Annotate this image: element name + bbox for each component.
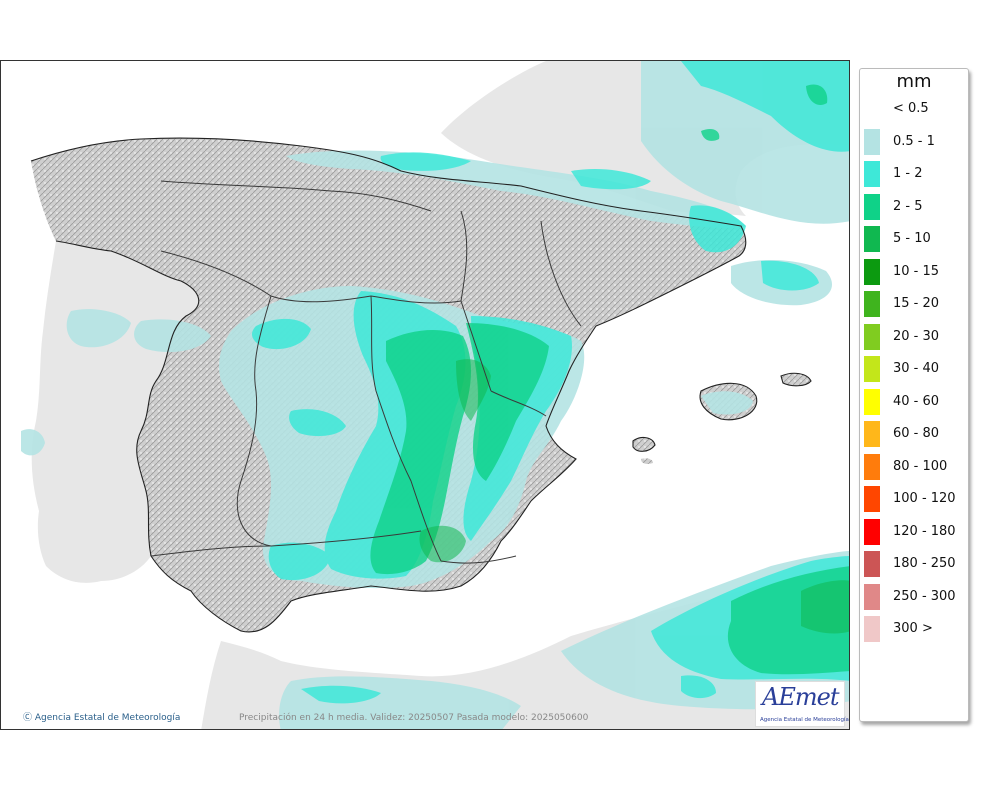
legend-item: < 0.5: [864, 96, 968, 122]
country-borders: [30, 137, 812, 633]
legend-item: 120 - 180: [864, 518, 968, 545]
regional-borders: [150, 180, 582, 564]
legend-label: 80 - 100: [893, 458, 948, 474]
legend-label: 5 - 10: [893, 231, 931, 246]
legend-item: 30 - 40: [864, 356, 968, 382]
legend-swatch: [864, 583, 880, 610]
map-canvas: [1, 61, 849, 729]
legend-label: 40 - 60: [893, 393, 940, 409]
legend-swatch: [864, 551, 880, 577]
legend-swatch: [864, 453, 880, 480]
legend-label: 20 - 30: [893, 328, 940, 344]
legend-label: 60 - 80: [893, 426, 940, 441]
legend-label: 1 - 2: [893, 166, 923, 181]
legend-item: 180 - 250: [864, 551, 968, 577]
precipitation-legend: mm < 0.5 0.5 - 1 1 - 2 2 - 5 5 - 10 10 - 15 15…: [859, 68, 969, 722]
legend-swatch: [864, 421, 880, 447]
legend-swatch: [864, 258, 880, 285]
legend-item: 5 - 10: [864, 226, 968, 252]
legend-swatch: [864, 388, 880, 415]
copyright-text: Agencia Estatal de Meteorología: [34, 713, 181, 723]
legend-label: 250 - 300: [893, 588, 956, 604]
legend-swatch: [864, 193, 880, 220]
legend-swatch: [864, 486, 880, 512]
legend-swatch: [864, 518, 880, 545]
map-caption: Precipitación en 24 h media. Validez: 20…: [239, 713, 589, 723]
legend-item: 40 - 60: [864, 388, 968, 415]
legend-item: 20 - 30: [864, 323, 968, 350]
legend-swatch: [864, 291, 880, 317]
ibiza-land: [633, 437, 655, 452]
copyright-notice: Ⓒ Agencia Estatal de Meteorología: [23, 710, 180, 723]
legend-swatch: [864, 128, 880, 155]
legend-item: 250 - 300: [864, 583, 968, 610]
legend-item: 300 >: [864, 616, 968, 642]
legend-label: 15 - 20: [893, 296, 940, 311]
legend-label: 100 - 120: [893, 491, 956, 506]
precipitation-map: Ⓒ Agencia Estatal de Meteorología Precip…: [0, 60, 850, 730]
legend-label: 120 - 180: [893, 523, 956, 539]
legend-label: 30 - 40: [893, 361, 940, 376]
legend-item: 100 - 120: [864, 486, 968, 512]
legend-label: 300 >: [893, 621, 933, 636]
legend-item: 15 - 20: [864, 291, 968, 317]
legend-swatch: [864, 96, 880, 122]
legend-label: < 0.5: [893, 101, 929, 116]
aemet-logo: AEmet Agencia Estatal de Meteorología: [755, 681, 849, 727]
legend-swatch: [864, 161, 880, 187]
legend-item: 80 - 100: [864, 453, 968, 480]
legend-swatch: [864, 226, 880, 252]
aemet-logo-text: AEmet: [762, 683, 839, 711]
legend-item: 60 - 80: [864, 421, 968, 447]
legend-label: 2 - 5: [893, 198, 923, 214]
precip-layer-5-10: [419, 359, 849, 634]
aemet-logo-subtitle: Agencia Estatal de Meteorología: [760, 717, 849, 723]
menorca-land: [781, 373, 811, 386]
legend-swatch: [864, 323, 880, 350]
formentera-land: [641, 458, 653, 464]
legend-item: 10 - 15: [864, 258, 968, 285]
legend-swatch: [864, 616, 880, 642]
legend-item: 0.5 - 1: [864, 128, 968, 155]
legend-label: 180 - 250: [893, 556, 956, 571]
legend-label: 10 - 15: [893, 263, 940, 279]
legend-title: mm: [896, 71, 932, 92]
legend-item: 1 - 2: [864, 161, 968, 187]
copyright-icon: Ⓒ: [23, 713, 33, 723]
legend-item: 2 - 5: [864, 193, 968, 220]
legend-label: 0.5 - 1: [893, 133, 935, 149]
legend-swatch: [864, 356, 880, 382]
